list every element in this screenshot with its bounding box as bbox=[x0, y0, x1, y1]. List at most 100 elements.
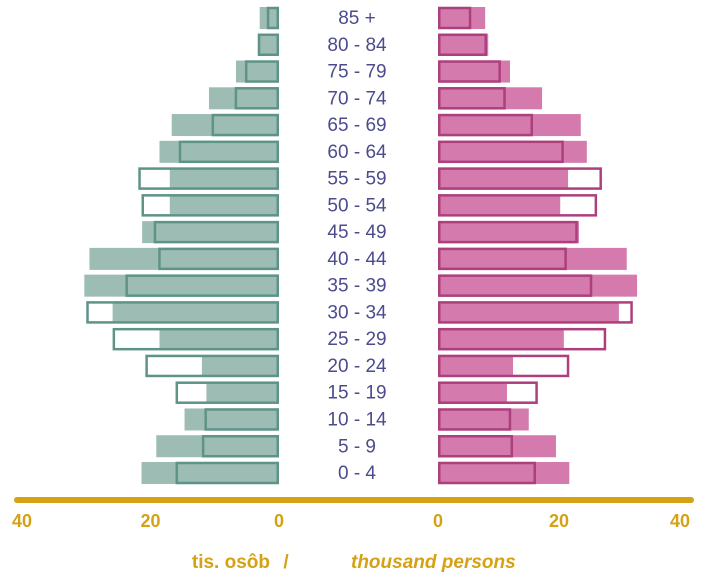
bar bbox=[438, 194, 561, 217]
bar-outline bbox=[438, 140, 564, 164]
bar bbox=[156, 435, 279, 458]
category-label: 50 - 54 bbox=[327, 195, 387, 216]
bar bbox=[438, 60, 510, 83]
bar-outline bbox=[438, 113, 533, 137]
bar bbox=[201, 354, 279, 377]
bar-outline bbox=[438, 274, 593, 297]
category-label: 75 - 79 bbox=[327, 62, 386, 83]
bar-outline bbox=[138, 167, 279, 190]
x-tick-label: 40 bbox=[12, 511, 32, 531]
bar-outline bbox=[438, 194, 598, 217]
x-tick-label: 40 bbox=[670, 511, 690, 531]
category-label: 55 - 59 bbox=[327, 169, 386, 190]
bar-outline bbox=[438, 247, 567, 271]
bar-outline bbox=[86, 301, 279, 324]
category-label: 20 - 24 bbox=[327, 356, 387, 377]
bar-outline bbox=[257, 33, 279, 57]
bar bbox=[171, 114, 279, 137]
bar-outline bbox=[438, 60, 501, 83]
bar bbox=[142, 221, 279, 244]
bar bbox=[438, 114, 581, 137]
bar-outline bbox=[438, 461, 537, 485]
bar bbox=[438, 274, 638, 297]
bar bbox=[235, 60, 279, 83]
bar-outline bbox=[438, 167, 602, 190]
bar-outline bbox=[158, 247, 280, 271]
bar-outline bbox=[201, 434, 279, 458]
category-label: 60 - 64 bbox=[327, 142, 387, 163]
bar-outline bbox=[211, 113, 280, 137]
category-label: 80 - 84 bbox=[327, 35, 387, 56]
x-tick-label: 0 bbox=[274, 511, 284, 531]
x-tick-label: 0 bbox=[433, 511, 443, 531]
bar bbox=[438, 140, 587, 163]
category-label: 30 - 34 bbox=[327, 302, 387, 323]
bar bbox=[208, 87, 279, 110]
bar bbox=[169, 194, 279, 217]
x-tick-label: 20 bbox=[140, 511, 160, 531]
bar bbox=[438, 354, 514, 377]
bar-outline bbox=[141, 194, 279, 217]
category-label: 40 - 44 bbox=[327, 249, 387, 270]
category-label: 70 - 74 bbox=[327, 88, 387, 109]
bar-outline bbox=[438, 301, 633, 324]
bar bbox=[438, 381, 507, 404]
bar bbox=[438, 33, 489, 56]
bar-outline bbox=[438, 33, 488, 57]
category-label: 35 - 39 bbox=[327, 276, 386, 297]
bar-outline bbox=[204, 408, 279, 431]
category-label: 65 - 69 bbox=[327, 115, 386, 136]
bar bbox=[184, 408, 279, 431]
category-label: 25 - 29 bbox=[327, 329, 386, 350]
bar bbox=[84, 274, 279, 297]
bar bbox=[438, 328, 564, 351]
bar bbox=[89, 247, 280, 270]
bar-outline bbox=[438, 220, 578, 244]
bar bbox=[112, 301, 279, 324]
category-label: 15 - 19 bbox=[327, 383, 386, 404]
bar-outline bbox=[153, 220, 279, 244]
bar-outline bbox=[234, 87, 279, 110]
bar bbox=[169, 167, 279, 190]
bar-outline bbox=[112, 327, 279, 351]
x-tick-label: 20 bbox=[549, 511, 569, 531]
bar bbox=[259, 7, 279, 29]
bar-outline bbox=[175, 461, 279, 485]
bar bbox=[159, 328, 279, 351]
bar bbox=[141, 462, 279, 484]
bar bbox=[159, 140, 279, 163]
bar-outline bbox=[438, 408, 512, 431]
bar-outline bbox=[266, 6, 280, 30]
x-label-separator: / bbox=[283, 552, 289, 573]
category-label: 45 - 49 bbox=[327, 222, 386, 243]
category-label: 10 - 14 bbox=[327, 409, 387, 430]
bar-outline bbox=[438, 327, 607, 351]
bar-outline bbox=[438, 434, 514, 458]
bar-outline bbox=[438, 381, 538, 404]
bar bbox=[438, 435, 556, 458]
bar-outline bbox=[244, 60, 279, 83]
bar bbox=[438, 462, 570, 484]
bar bbox=[438, 167, 569, 190]
bar bbox=[438, 301, 619, 324]
bar bbox=[438, 247, 627, 270]
category-label: 0 - 4 bbox=[338, 463, 376, 484]
bar-outline bbox=[125, 274, 279, 297]
bar bbox=[438, 221, 579, 244]
bar-outline bbox=[145, 354, 279, 378]
bar bbox=[257, 33, 279, 56]
x-label-english: thousand persons bbox=[351, 552, 516, 573]
bar bbox=[438, 7, 486, 29]
bar-outline bbox=[178, 140, 280, 164]
bar-outline bbox=[175, 381, 279, 404]
bar bbox=[438, 87, 543, 110]
bar bbox=[206, 381, 279, 404]
category-label: 5 - 9 bbox=[338, 436, 376, 457]
bar-outline bbox=[438, 354, 570, 378]
category-label: 85 + bbox=[338, 8, 376, 29]
bar-outline bbox=[438, 87, 506, 110]
bar-outline bbox=[438, 6, 472, 30]
x-label: tis. osôb bbox=[192, 552, 270, 573]
bar bbox=[438, 408, 529, 431]
